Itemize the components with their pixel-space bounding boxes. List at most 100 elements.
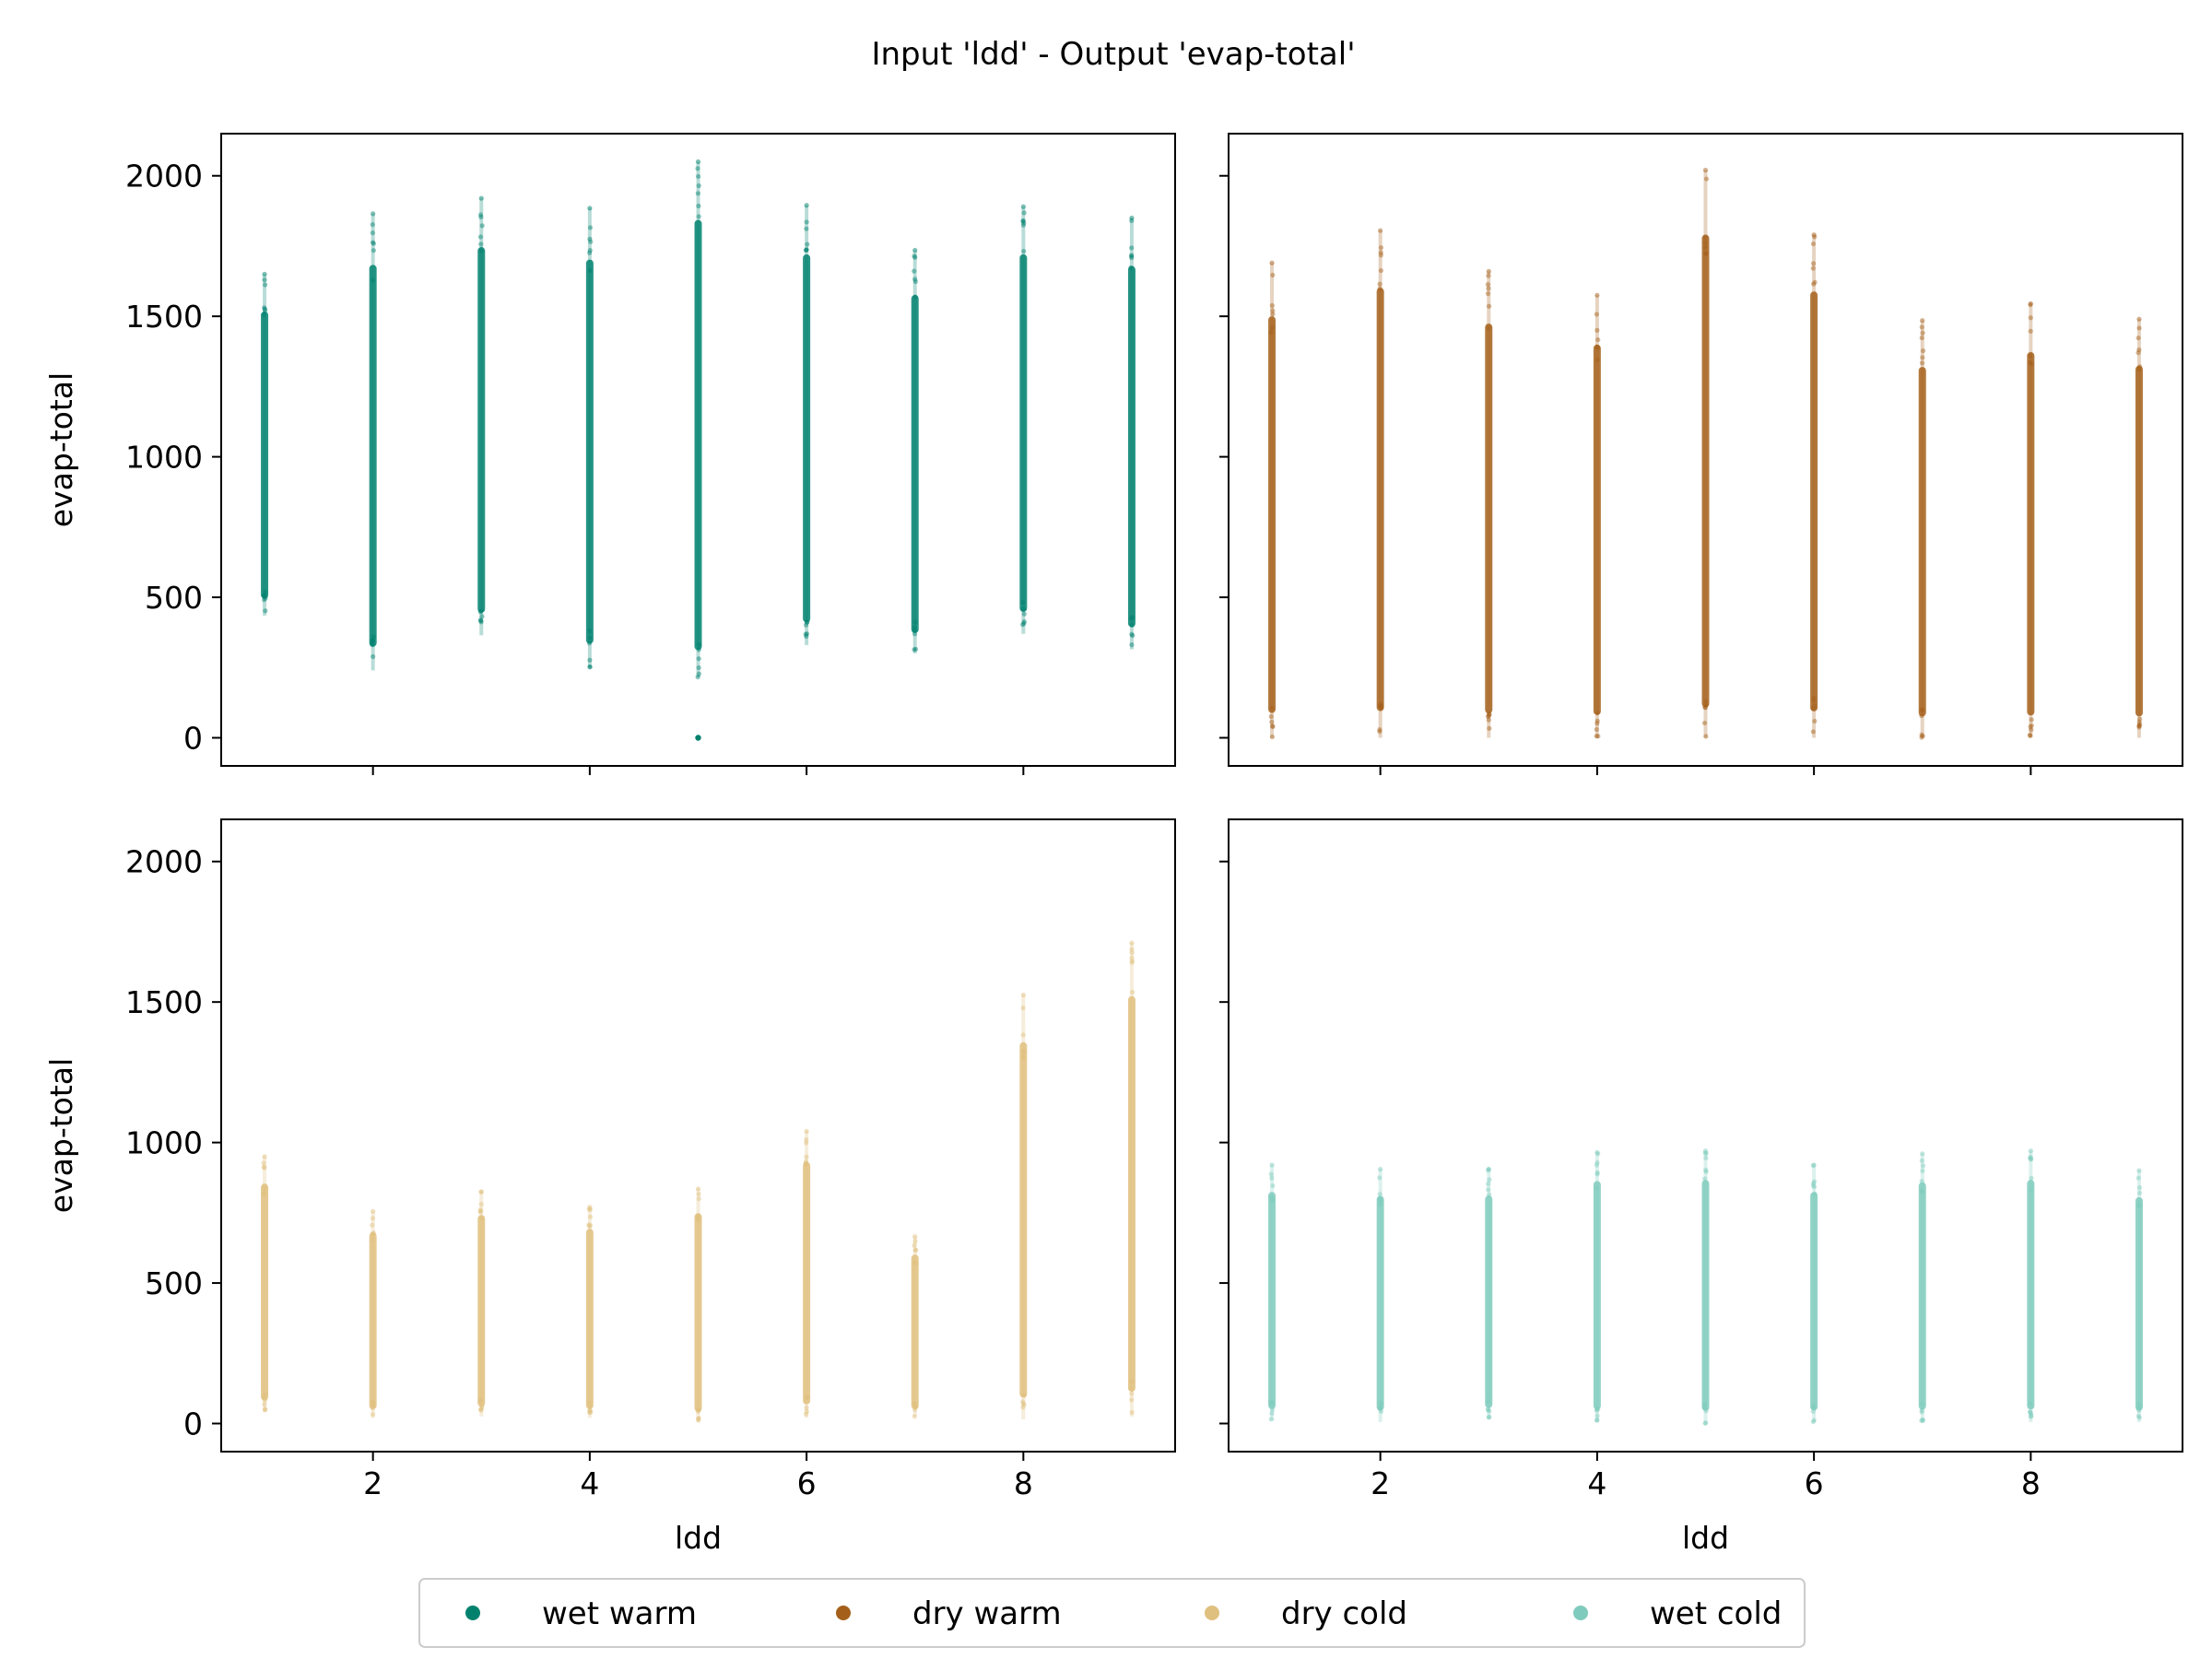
point-max-x4 [1594, 1149, 1600, 1155]
point [1486, 1406, 1491, 1413]
point [1130, 1379, 1135, 1385]
point [371, 1399, 376, 1405]
point [262, 593, 267, 598]
point [696, 182, 701, 189]
point [1269, 1198, 1276, 1204]
axes-frame [220, 133, 1176, 767]
point [1810, 1181, 1817, 1186]
point-max-x3 [1486, 1166, 1491, 1172]
point [803, 1160, 808, 1166]
point [1377, 1196, 1382, 1202]
point [804, 619, 810, 625]
point [262, 277, 267, 283]
point [913, 1261, 919, 1266]
point [588, 239, 594, 244]
point [1020, 222, 1026, 228]
point [695, 166, 700, 171]
point [2028, 1409, 2033, 1415]
point [696, 656, 701, 662]
legend-label: dry cold [1281, 1595, 1407, 1632]
point [263, 589, 268, 594]
point [1270, 1182, 1276, 1189]
point [696, 647, 701, 653]
point [1268, 1417, 1274, 1422]
point [2136, 367, 2142, 372]
point [1268, 1399, 1275, 1405]
point-max-x6 [804, 1128, 809, 1135]
point [912, 647, 917, 653]
point [371, 1403, 376, 1408]
point [370, 240, 376, 245]
point [1703, 702, 1709, 708]
point [479, 614, 485, 619]
point-max-x6 [1811, 232, 1817, 238]
point [1486, 712, 1492, 717]
point [1378, 1408, 1384, 1415]
point [1702, 1420, 1708, 1426]
point [1020, 622, 1026, 628]
axes-frame [1228, 133, 2183, 767]
point [1378, 1405, 1383, 1410]
point [1811, 281, 1817, 287]
point-max-x1 [262, 1154, 267, 1159]
point [263, 1406, 268, 1412]
point [1268, 1171, 1274, 1177]
point [696, 1415, 701, 1421]
point-max-x8 [2028, 1148, 2033, 1154]
point [371, 634, 377, 640]
point [1594, 1185, 1599, 1191]
point-max-x2 [371, 1208, 376, 1214]
point [1702, 1402, 1708, 1408]
point [1810, 729, 1816, 735]
point [478, 1201, 484, 1207]
point [803, 1411, 809, 1417]
point [1021, 210, 1027, 216]
legend-marker [1205, 1606, 1219, 1620]
point [1594, 344, 1600, 349]
point [804, 1154, 809, 1159]
point [2136, 1175, 2141, 1181]
point [478, 1407, 484, 1413]
legend-item: wet cold [1573, 1595, 1782, 1632]
point [2136, 719, 2142, 724]
point [477, 1209, 483, 1215]
point [1594, 312, 1600, 317]
point [912, 268, 917, 274]
point [1595, 336, 1601, 343]
point [1377, 1405, 1382, 1410]
panel-top-right [1219, 133, 2183, 775]
point [2029, 717, 2034, 723]
point [696, 203, 701, 209]
point [1810, 706, 1816, 712]
point [1594, 327, 1600, 333]
point [1486, 713, 1491, 719]
point [912, 1239, 918, 1244]
point [1021, 1393, 1027, 1398]
point [1378, 245, 1384, 251]
legend-label: wet warm [542, 1595, 697, 1632]
point [263, 608, 268, 614]
point-max-x9 [1129, 940, 1135, 946]
point [1270, 724, 1276, 729]
point [1812, 279, 1818, 285]
point [478, 241, 484, 247]
point [1919, 1189, 1925, 1195]
point [262, 1185, 267, 1191]
point [586, 1409, 593, 1416]
point [1485, 1406, 1490, 1412]
point [805, 619, 810, 625]
point-max-x7 [1920, 318, 1925, 324]
point [1378, 1401, 1383, 1406]
point-max-x4 [1594, 292, 1600, 298]
series-wet-cold [1268, 1148, 2143, 1426]
point [371, 248, 376, 253]
point [1129, 642, 1135, 648]
point [1020, 1006, 1026, 1011]
point [913, 1247, 919, 1253]
point [1703, 699, 1709, 704]
point [1485, 291, 1491, 297]
legend-item: dry cold [1205, 1595, 1407, 1632]
point [803, 631, 808, 637]
point [1920, 1168, 1925, 1173]
point [587, 665, 593, 670]
